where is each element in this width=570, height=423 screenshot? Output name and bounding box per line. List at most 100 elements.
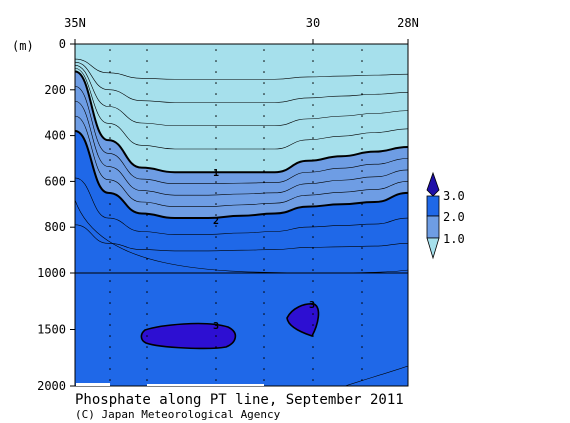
station-dot	[263, 247, 265, 249]
station-dot	[215, 49, 217, 51]
station-dot	[215, 170, 217, 172]
station-dot	[263, 379, 265, 381]
station-dot	[263, 346, 265, 348]
station-dot	[361, 60, 363, 62]
station-dot	[109, 269, 111, 271]
station-dot	[215, 357, 217, 359]
station-dot	[109, 225, 111, 227]
station-dot	[263, 357, 265, 359]
contour-line	[75, 115, 408, 207]
legend-label: 1.0	[443, 232, 465, 246]
blob-3-left	[140, 322, 237, 350]
station-dot	[146, 313, 148, 315]
station-dot	[312, 379, 314, 381]
station-dot	[312, 368, 314, 370]
station-dot	[146, 104, 148, 106]
contour-2-line	[75, 130, 408, 220]
y-tick-label: 400	[44, 129, 66, 143]
station-dot	[361, 137, 363, 139]
x-tick-label: 35N	[64, 16, 86, 30]
station-dot	[146, 247, 148, 249]
station-dot	[146, 181, 148, 183]
station-dot	[263, 368, 265, 370]
station-dot	[215, 82, 217, 84]
station-dot	[312, 104, 314, 106]
station-dot	[263, 258, 265, 260]
station-dot	[361, 247, 363, 249]
contour-label-1: 1	[213, 168, 219, 179]
contour-line	[75, 58, 408, 80]
station-dot	[146, 225, 148, 227]
station-dot	[263, 236, 265, 238]
station-dot	[109, 214, 111, 216]
station-dot	[109, 335, 111, 337]
station-dot	[215, 236, 217, 238]
station-dot	[215, 291, 217, 293]
station-dot	[146, 203, 148, 205]
station-dot	[361, 324, 363, 326]
station-dot	[361, 115, 363, 117]
station-dot	[361, 214, 363, 216]
station-dot	[361, 49, 363, 51]
station-dot	[215, 126, 217, 128]
station-dot	[146, 335, 148, 337]
legend-swatch-2-3	[426, 195, 440, 217]
station-dot	[312, 291, 314, 293]
station-dot	[361, 269, 363, 271]
station-dot	[109, 93, 111, 95]
station-dot	[312, 115, 314, 117]
station-dot	[263, 49, 265, 51]
station-dot	[109, 148, 111, 150]
station-dot	[361, 170, 363, 172]
x-tick-label: 30	[306, 16, 320, 30]
station-dot	[263, 302, 265, 304]
station-dot	[109, 159, 111, 161]
station-sample-dots	[109, 49, 363, 381]
station-dot	[361, 357, 363, 359]
station-dot	[312, 225, 314, 227]
contour-line	[75, 224, 408, 252]
station-dot	[263, 192, 265, 194]
bottom-white-mark	[76, 383, 110, 386]
contour-label-3: 3	[309, 300, 315, 311]
blob-3-right	[286, 303, 320, 337]
y-tick-label: 2000	[37, 379, 66, 393]
station-dot	[312, 93, 314, 95]
station-dot	[263, 170, 265, 172]
station-dot	[215, 313, 217, 315]
station-dot	[215, 368, 217, 370]
station-dot	[312, 60, 314, 62]
contour-1-line	[75, 70, 408, 174]
station-dot	[263, 82, 265, 84]
station-dot	[263, 313, 265, 315]
station-dot	[263, 148, 265, 150]
station-dot	[263, 324, 265, 326]
station-dot	[263, 93, 265, 95]
station-dot	[361, 93, 363, 95]
station-dot	[361, 181, 363, 183]
contour-label-2: 2	[213, 216, 219, 227]
station-dot	[215, 346, 217, 348]
station-dot	[312, 335, 314, 337]
station-dot	[146, 82, 148, 84]
station-dot	[146, 192, 148, 194]
station-dot	[312, 137, 314, 139]
station-dot	[263, 214, 265, 216]
y-tick-label: 1500	[37, 323, 66, 337]
station-dot	[361, 346, 363, 348]
station-dot	[109, 115, 111, 117]
station-dot	[109, 313, 111, 315]
station-dot	[109, 258, 111, 260]
station-dot	[312, 82, 314, 84]
station-dot	[312, 280, 314, 282]
station-dot	[215, 137, 217, 139]
legend-swatch-1-2	[426, 215, 440, 239]
y-tick-label: 200	[44, 83, 66, 97]
station-dot	[215, 247, 217, 249]
station-dot	[312, 346, 314, 348]
station-dot	[263, 335, 265, 337]
y-axis: 0 200 400 600 800 1000 1500 2000	[37, 37, 75, 393]
station-dot	[312, 324, 314, 326]
contour-line	[75, 61, 408, 103]
station-dot	[263, 269, 265, 271]
